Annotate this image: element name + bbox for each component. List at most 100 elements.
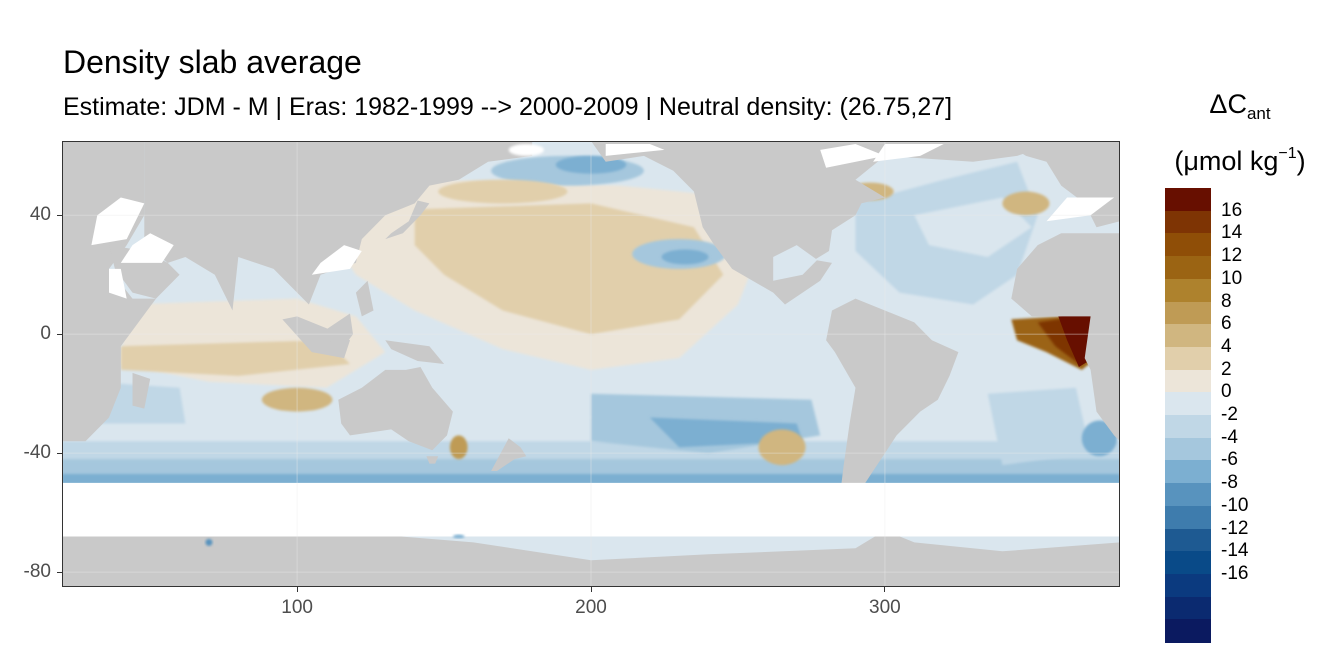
legend-swatch bbox=[1165, 483, 1211, 507]
speck-ross bbox=[452, 534, 465, 539]
legend-swatch bbox=[1165, 596, 1211, 620]
land-eurasia bbox=[144, 141, 533, 311]
y-tick-label: -80 bbox=[23, 561, 51, 583]
legend-swatch bbox=[1165, 301, 1211, 325]
legend-swatch bbox=[1165, 188, 1211, 212]
legend-unit-prefix: (μmol kg bbox=[1174, 146, 1279, 176]
missing-mediterranean-west bbox=[1046, 197, 1115, 222]
legend-swatch bbox=[1165, 392, 1211, 416]
missing-persian-gulf bbox=[120, 233, 174, 263]
x-tick-mark bbox=[884, 587, 886, 592]
legend-label: 4 bbox=[1221, 335, 1232, 357]
land-west-africa bbox=[1011, 233, 1120, 442]
legend-swatch bbox=[1165, 346, 1211, 371]
legend-label: -16 bbox=[1221, 562, 1249, 584]
legend-colorbar bbox=[1165, 188, 1211, 643]
missing-red-sea bbox=[109, 268, 127, 299]
legend-label: -14 bbox=[1221, 540, 1249, 562]
legend-label: -4 bbox=[1221, 426, 1238, 448]
legend-label: -10 bbox=[1221, 494, 1249, 516]
x-tick-label: 100 bbox=[281, 597, 313, 618]
legend-swatch bbox=[1165, 437, 1211, 461]
y-tick-label: -40 bbox=[23, 442, 51, 464]
legend-swatch bbox=[1165, 528, 1211, 552]
x-tick-mark bbox=[590, 587, 592, 592]
legend-label: 0 bbox=[1221, 381, 1232, 403]
legend-label: 8 bbox=[1221, 290, 1232, 312]
field-tasman-neutral bbox=[414, 387, 591, 430]
legend-swatch bbox=[1165, 256, 1211, 280]
legend-label: 2 bbox=[1221, 358, 1232, 380]
patch-iberia-positive bbox=[1002, 191, 1050, 216]
missing-southern-ocean bbox=[62, 482, 1120, 537]
legend-title: ΔCant bbox=[1140, 86, 1340, 132]
legend-label: 6 bbox=[1221, 313, 1232, 335]
legend-unit-suffix: ) bbox=[1296, 146, 1306, 176]
land-sumatra-java bbox=[282, 316, 350, 359]
land-australia bbox=[338, 367, 453, 451]
legend-label: -6 bbox=[1221, 449, 1238, 471]
legend-swatch bbox=[1165, 460, 1211, 484]
land-new-zealand bbox=[491, 438, 527, 471]
y-tick-label: 40 bbox=[29, 204, 51, 226]
patch-agulhas-negative bbox=[1081, 420, 1118, 457]
legend-swatch bbox=[1165, 415, 1211, 439]
legend-title-subscript: ant bbox=[1246, 104, 1271, 123]
missing-bering-shelf bbox=[508, 143, 544, 156]
plot-subtitle: Estimate: JDM - M | Eras: 1982-1999 --> … bbox=[63, 93, 953, 121]
land-north-america bbox=[591, 141, 1062, 305]
patch-argentine-positive bbox=[758, 429, 806, 466]
legend-label: -12 bbox=[1221, 517, 1249, 539]
legend-label: -2 bbox=[1221, 404, 1238, 425]
anomaly-guinea-core bbox=[1058, 313, 1094, 367]
legend-swatch bbox=[1165, 278, 1211, 303]
missing-mediterranean-east bbox=[91, 197, 145, 246]
patch-subtropical-core bbox=[661, 249, 709, 265]
legend-unit: (μmol kg−1) bbox=[1140, 136, 1340, 179]
x-tick-label: 300 bbox=[869, 597, 901, 618]
land-antarctica bbox=[62, 530, 1120, 587]
legend-label: 16 bbox=[1221, 199, 1243, 221]
y-tick-mark bbox=[57, 333, 62, 335]
legend-unit-exponent: −1 bbox=[1278, 145, 1297, 162]
water-gulf-of-mexico bbox=[773, 245, 818, 281]
y-tick-mark bbox=[57, 571, 62, 573]
speck-amery bbox=[205, 538, 213, 546]
field-indian-equatorial bbox=[120, 340, 350, 376]
field-south-atlantic-negative bbox=[987, 387, 1091, 466]
legend-title-symbol: ΔC bbox=[1209, 89, 1247, 119]
legend-swatch bbox=[1165, 233, 1211, 257]
land-new-guinea bbox=[385, 340, 445, 364]
legend-swatch bbox=[1165, 573, 1211, 598]
legend-swatch bbox=[1165, 505, 1211, 530]
x-tick-label: 200 bbox=[575, 597, 607, 618]
missing-labrador-north bbox=[873, 144, 944, 162]
legend-label: -8 bbox=[1221, 472, 1238, 494]
legend-label: 12 bbox=[1221, 245, 1243, 267]
map-panel bbox=[62, 141, 1120, 587]
land-borneo bbox=[323, 313, 353, 347]
land-madagascar bbox=[132, 372, 151, 409]
field-pacific-north-positive bbox=[414, 203, 724, 335]
missing-alaska-shelf bbox=[605, 144, 665, 156]
land-japan bbox=[385, 200, 430, 240]
patch-tasman-positive bbox=[449, 435, 468, 460]
patch-indian-south-positive bbox=[261, 387, 333, 412]
legend-label: 10 bbox=[1221, 267, 1243, 289]
legend-swatch bbox=[1165, 619, 1211, 643]
y-tick-mark bbox=[57, 214, 62, 216]
x-tick-mark bbox=[296, 587, 298, 592]
missing-south-china-coast bbox=[311, 245, 362, 275]
land-south-america bbox=[826, 298, 959, 498]
missing-hudson bbox=[820, 144, 885, 168]
land-tasmania bbox=[426, 456, 439, 464]
legend-swatch bbox=[1165, 210, 1211, 234]
y-tick-label: 0 bbox=[40, 323, 51, 345]
y-tick-mark bbox=[57, 452, 62, 454]
legend-label: 14 bbox=[1221, 222, 1243, 244]
legend-swatch bbox=[1165, 324, 1211, 348]
ocean-map bbox=[62, 141, 1120, 587]
patch-kuroshio-positive bbox=[438, 179, 568, 204]
legend-swatch bbox=[1165, 369, 1211, 393]
legend-swatch bbox=[1165, 551, 1211, 575]
